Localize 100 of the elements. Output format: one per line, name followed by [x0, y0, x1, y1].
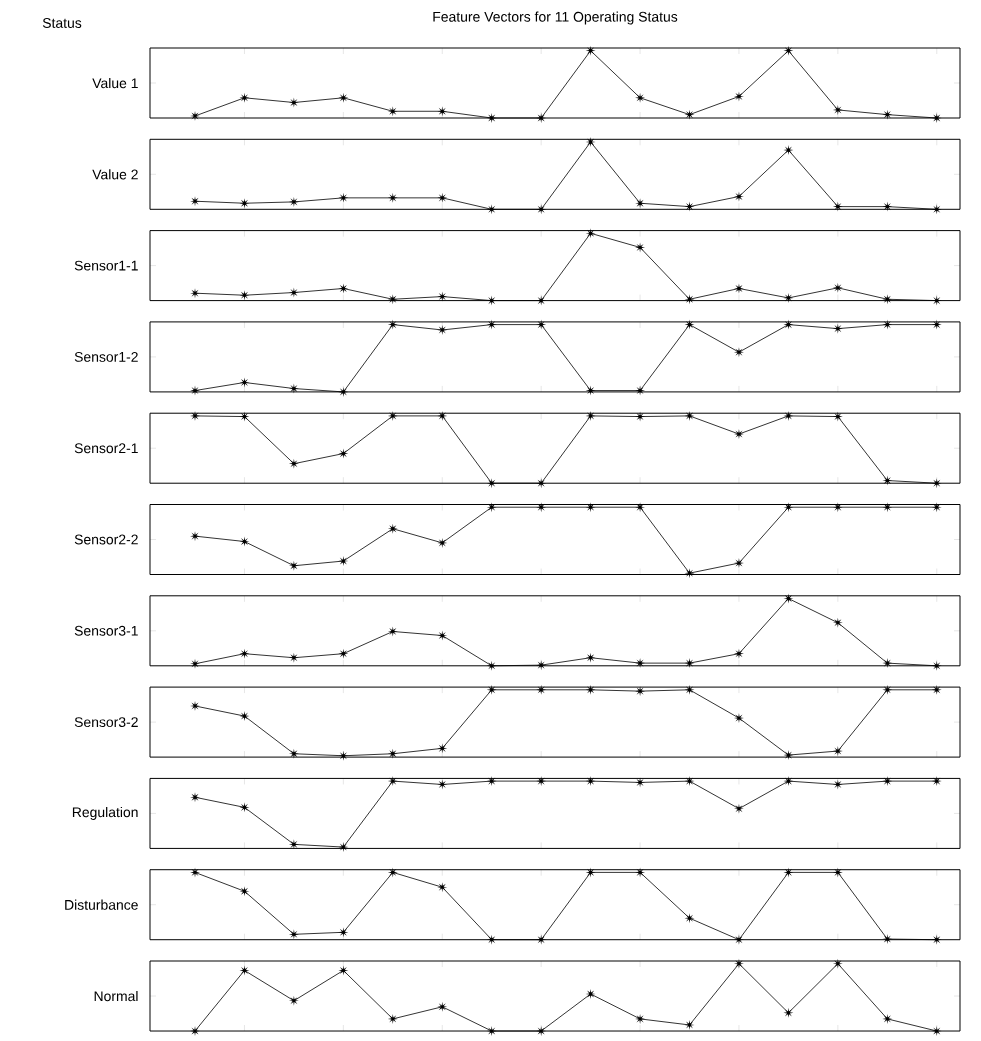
point	[387, 523, 398, 534]
y-axis-title: Value 1	[92, 77, 138, 89]
point	[387, 748, 398, 759]
point	[486, 934, 497, 945]
point	[239, 802, 250, 813]
point	[239, 711, 250, 722]
point	[783, 292, 794, 303]
point	[387, 319, 398, 330]
point	[783, 319, 794, 330]
point	[783, 1007, 794, 1018]
point	[783, 410, 794, 421]
y-axis-title: Sensor2-2	[74, 534, 138, 545]
point	[338, 965, 349, 976]
point	[931, 113, 942, 123]
point	[338, 92, 349, 103]
point	[684, 410, 695, 421]
point	[635, 242, 646, 253]
point	[684, 913, 695, 924]
point	[585, 45, 596, 56]
y-axis-title: Sensor2-1	[74, 443, 138, 454]
point	[733, 91, 744, 102]
point	[486, 502, 497, 513]
point	[882, 502, 893, 513]
point	[832, 104, 843, 115]
point	[437, 1001, 448, 1012]
point	[635, 867, 646, 878]
chart-title: Feature Vectors for 11 Operating Status	[433, 11, 678, 25]
point	[832, 323, 843, 334]
point	[387, 867, 398, 878]
point	[733, 958, 744, 969]
point	[288, 97, 299, 108]
point	[437, 106, 448, 117]
y-axis-title: Sensor1-1	[74, 260, 138, 271]
y-axis-title: Disturbance	[65, 899, 138, 910]
point	[635, 385, 646, 396]
point	[585, 776, 596, 787]
point	[536, 934, 547, 945]
point	[684, 319, 695, 330]
text: Status	[42, 18, 82, 28]
point	[239, 92, 250, 103]
point	[387, 776, 398, 787]
point	[486, 478, 497, 489]
point	[437, 743, 448, 754]
point	[733, 934, 744, 945]
point	[783, 750, 794, 761]
point	[882, 684, 893, 695]
point	[239, 536, 250, 547]
point	[783, 45, 794, 56]
point	[288, 929, 299, 940]
point	[585, 385, 596, 396]
point	[585, 502, 596, 513]
y-axis-title: Sensor1-2	[74, 351, 138, 362]
point	[882, 109, 893, 120]
y-axis-title: Value 2	[92, 169, 138, 180]
point	[684, 201, 695, 212]
point	[387, 106, 398, 117]
point	[239, 290, 250, 301]
point	[437, 779, 448, 790]
point	[832, 958, 843, 969]
y-axis-title: Sensor3-2	[74, 717, 138, 728]
point	[239, 198, 250, 209]
point	[684, 658, 695, 669]
point	[931, 319, 942, 330]
point	[882, 658, 893, 669]
point	[585, 867, 596, 878]
point	[536, 660, 547, 671]
point	[288, 995, 299, 1006]
point	[536, 478, 547, 489]
point	[931, 478, 942, 489]
point	[733, 648, 744, 659]
point	[931, 660, 942, 671]
point	[288, 287, 299, 298]
point	[684, 684, 695, 695]
point	[288, 383, 299, 394]
point	[585, 684, 596, 695]
point	[190, 196, 200, 207]
point	[931, 684, 942, 695]
point	[239, 377, 250, 388]
point	[684, 776, 695, 787]
point	[783, 867, 794, 878]
point	[585, 228, 596, 239]
point	[832, 779, 843, 790]
point	[536, 776, 547, 787]
point	[832, 411, 843, 422]
point	[882, 776, 893, 787]
point	[239, 648, 250, 659]
point	[882, 201, 893, 212]
point	[684, 109, 695, 120]
point	[486, 113, 497, 123]
point	[684, 1019, 695, 1030]
point	[486, 776, 497, 787]
point	[437, 882, 448, 893]
point	[288, 196, 299, 207]
point	[486, 204, 497, 215]
point	[190, 792, 200, 803]
point	[190, 385, 200, 396]
point	[585, 410, 596, 421]
point	[338, 448, 349, 459]
point	[536, 502, 547, 513]
point	[190, 1026, 200, 1037]
